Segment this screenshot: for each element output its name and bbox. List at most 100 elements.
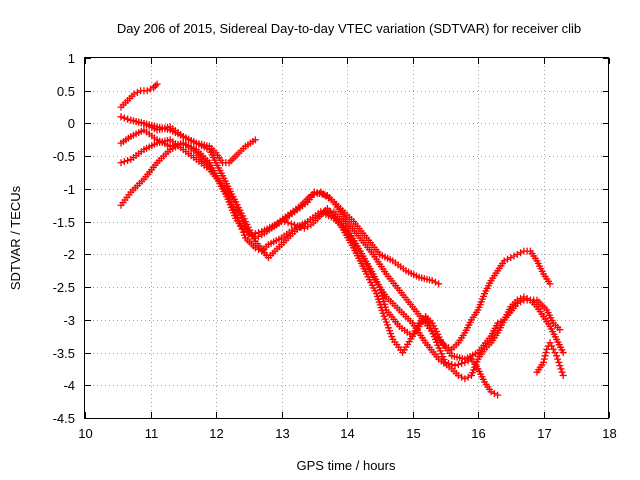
data-point	[553, 352, 561, 360]
data-point	[497, 317, 505, 325]
data-point	[441, 358, 449, 366]
data-point	[559, 349, 567, 357]
y-tick-label: 0.5	[57, 84, 75, 99]
data-point	[124, 157, 132, 165]
data-point	[517, 298, 525, 306]
data-point	[120, 114, 128, 122]
data-point	[153, 80, 161, 88]
y-tick-label: 0	[68, 116, 75, 131]
data-point	[513, 250, 521, 258]
data-point	[464, 373, 472, 381]
data-point	[546, 280, 554, 288]
x-tick-label: 18	[602, 426, 616, 441]
data-point	[124, 115, 132, 123]
x-axis-label: GPS time / hours	[297, 458, 396, 473]
data-point	[120, 158, 128, 166]
x-tick-labels: 10 11 12 13 14 15 16 17 18	[78, 426, 616, 441]
data-point	[151, 82, 159, 90]
data-point	[130, 90, 138, 98]
data-point	[517, 249, 525, 257]
series-3	[117, 113, 443, 288]
y-tick-label: -2	[63, 247, 75, 262]
data-point	[143, 87, 151, 95]
data-point	[556, 326, 564, 334]
data-point	[500, 257, 508, 265]
y-tick-label: -3.5	[53, 346, 75, 361]
x-tick-label: 16	[471, 426, 485, 441]
series-1	[117, 80, 161, 111]
data-point	[454, 371, 462, 379]
series-5	[117, 126, 567, 383]
y-tick-label: -1.5	[53, 215, 75, 230]
chart-title: Day 206 of 2015, Sidereal Day-to-day VTE…	[117, 21, 581, 36]
data-point	[458, 373, 466, 381]
data-point	[304, 223, 312, 231]
series-8	[533, 339, 567, 379]
data-point	[251, 136, 259, 144]
data-point	[454, 361, 462, 369]
data-point	[542, 349, 550, 357]
data-point	[551, 349, 559, 357]
data-point	[490, 389, 498, 397]
data-point	[548, 342, 556, 350]
data-point	[546, 339, 554, 347]
data-point	[554, 355, 562, 363]
data-point	[284, 219, 292, 227]
y-axis-label: SDTVAR / TECUs	[8, 185, 23, 290]
data-point	[147, 85, 154, 93]
x-tick-label: 14	[340, 426, 354, 441]
data-point	[314, 189, 322, 197]
plot-frame	[84, 57, 609, 419]
data-point	[297, 223, 305, 231]
data-marks	[117, 80, 567, 399]
data-point	[435, 280, 443, 288]
y-tick-label: -1	[63, 182, 75, 197]
y-tick-label: -0.5	[53, 149, 75, 164]
data-point	[310, 190, 318, 198]
x-tick-label: 12	[209, 426, 223, 441]
data-point	[287, 220, 295, 228]
x-tick-label: 17	[537, 426, 551, 441]
x-tick-label: 10	[78, 426, 92, 441]
data-point	[494, 391, 502, 399]
data-point	[445, 359, 453, 367]
y-tick-label: -4	[63, 378, 75, 393]
data-point	[556, 362, 564, 370]
y-tick-label: -3	[63, 313, 75, 328]
data-point	[307, 191, 315, 199]
data-point	[461, 358, 469, 366]
data-point	[559, 371, 567, 379]
data-point	[543, 345, 551, 353]
data-point	[150, 83, 158, 91]
y-tick-label: 1	[68, 51, 75, 66]
data-point	[133, 88, 141, 96]
data-point	[281, 218, 289, 226]
y-tick-label: -2.5	[53, 280, 75, 295]
data-point	[300, 224, 308, 232]
x-tick-label: 11	[145, 426, 159, 441]
data-point	[487, 388, 495, 396]
data-point	[448, 361, 456, 369]
data-point	[507, 254, 515, 262]
y-tick-labels: 1 0.5 0 -0.5 -1 -1.5 -2 -2.5 -3 -3.5 -4 -4.5	[53, 51, 75, 426]
data-point	[291, 221, 299, 229]
series-4	[117, 136, 554, 353]
data-point	[540, 358, 547, 366]
data-point	[458, 359, 466, 367]
data-point	[117, 159, 125, 167]
data-point	[294, 222, 302, 230]
x-tick-label: 13	[275, 426, 289, 441]
data-point	[464, 357, 472, 365]
data-point	[431, 278, 439, 286]
x-tick-label: 15	[406, 426, 420, 441]
data-point	[549, 345, 557, 353]
data-point	[555, 358, 563, 366]
series-6	[117, 139, 564, 363]
series-7	[281, 205, 502, 399]
data-point	[428, 277, 436, 285]
data-point	[558, 368, 566, 376]
data-point	[503, 255, 511, 263]
data-point	[494, 319, 502, 327]
grid	[85, 58, 609, 418]
